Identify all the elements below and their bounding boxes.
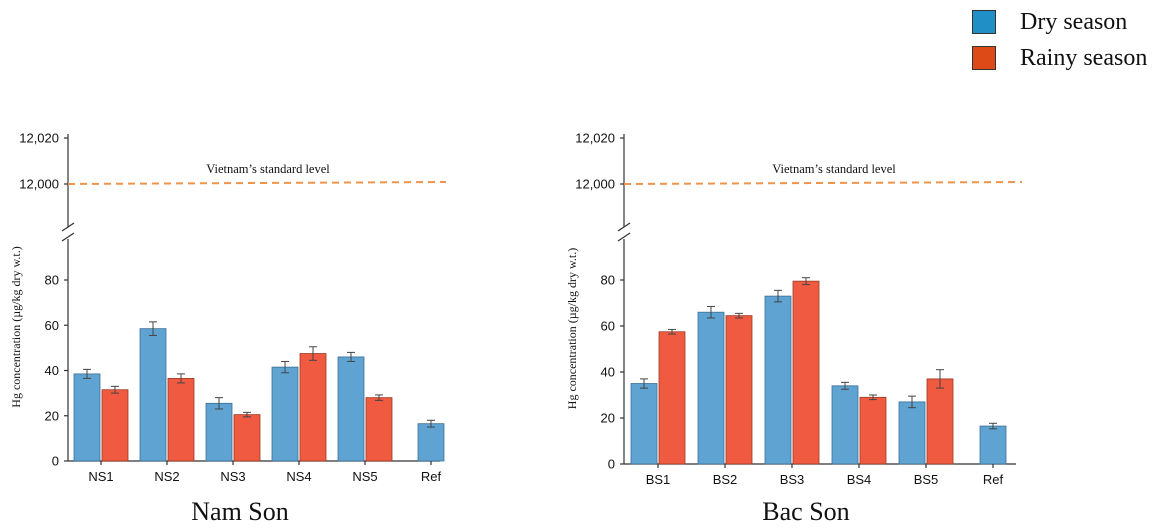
bar-dry-ref <box>979 425 1007 465</box>
x-tick-label: BS5 <box>914 472 939 487</box>
standard-level-label: Vietnam’s standard level <box>772 162 896 176</box>
y-tick-label: 0 <box>608 457 615 472</box>
bar-rainy-ns3 <box>233 414 261 462</box>
panel-title: Nam Son <box>191 497 289 526</box>
legend-label-dry: Dry season <box>1020 8 1128 35</box>
legend-item-rainy: Rainy season <box>972 40 1168 76</box>
x-tick-label: NS4 <box>286 469 311 484</box>
bar-dry-bs4 <box>831 385 859 465</box>
axis-break-mark <box>617 222 631 232</box>
bar-rainy-bs4 <box>859 396 887 465</box>
legend-label-rainy: Rainy season <box>1020 44 1148 71</box>
y-tick-label: 40 <box>601 365 615 380</box>
y-tick-label: 80 <box>45 273 59 288</box>
y-tick-label: 20 <box>45 408 59 423</box>
bar-rainy-ns2 <box>167 378 195 462</box>
bar-rainy-bs3 <box>792 280 820 465</box>
y-tick-label: 60 <box>601 319 615 334</box>
axis-break-mark <box>61 222 75 232</box>
x-tick-label: Ref <box>983 472 1004 487</box>
bar-dry-bs3 <box>764 295 792 465</box>
x-tick-label: NS2 <box>154 469 179 484</box>
bar-dry-bs5 <box>898 401 926 465</box>
y-tick-label: 20 <box>601 411 615 426</box>
y-tick-label: 40 <box>45 363 59 378</box>
y-tick-label: 0 <box>52 454 59 469</box>
panel-title: Bac Son <box>762 497 849 526</box>
x-tick-label: NS3 <box>220 469 245 484</box>
standard-level-label: Vietnam’s standard level <box>206 162 330 176</box>
y-tick-label: 12,000 <box>575 177 615 192</box>
y-tick-label: 12,020 <box>19 131 59 146</box>
x-tick-label: BS1 <box>646 472 671 487</box>
x-tick-label: Ref <box>421 469 442 484</box>
bar-rainy-bs2 <box>725 315 753 465</box>
bar-rainy-ns5 <box>365 397 393 462</box>
x-tick-label: NS5 <box>352 469 377 484</box>
y-tick-label: 60 <box>45 318 59 333</box>
y-tick-label: 12,020 <box>575 131 615 146</box>
legend-swatch-dry <box>972 10 996 34</box>
y-tick-label: 80 <box>601 273 615 288</box>
chart-panel-nam-son: 0 20 40 60 80 12,000 12,020 Vietnam’s standard … <box>0 120 580 528</box>
axis-break-mark <box>61 232 75 242</box>
bar-dry-ns2 <box>139 328 167 462</box>
axis-break-mark <box>617 232 631 242</box>
chart-legend: Dry season Rainy season <box>972 4 1168 76</box>
x-tick-label: BS3 <box>780 472 805 487</box>
legend-item-dry: Dry season <box>972 4 1168 40</box>
x-tick-label: BS2 <box>713 472 738 487</box>
x-tick-label: BS4 <box>847 472 872 487</box>
standard-level-line <box>623 181 1023 185</box>
y-axis-label: Hg concentration (µg/kg dry w.t.) <box>9 246 23 407</box>
bar-dry-ns3 <box>205 402 233 462</box>
y-axis-label: Hg concentration (µg/kg dry w.t.) <box>565 248 579 409</box>
bar-dry-bs2 <box>697 311 725 465</box>
chart-nam-son: 0 20 40 60 80 12,000 12,020 Vietnam’s standard … <box>9 131 447 526</box>
chart-bac-son: 0 20 40 60 80 12,000 12,020 Vietnam’s standard … <box>565 131 1023 526</box>
bar-rainy-bs1 <box>658 331 686 465</box>
bar-dry-ref <box>417 423 445 462</box>
bar-dry-ns1 <box>73 373 101 462</box>
legend-swatch-rainy <box>972 46 996 70</box>
standard-level-line <box>67 181 447 185</box>
bar-dry-ns5 <box>337 356 365 462</box>
bar-rainy-ns4 <box>299 353 327 462</box>
bar-rainy-bs5 <box>926 378 954 465</box>
bar-rainy-ns1 <box>101 389 129 462</box>
chart-panel-bac-son: 0 20 40 60 80 12,000 12,020 Vietnam’s standard … <box>556 120 1136 528</box>
x-tick-label: NS1 <box>88 469 113 484</box>
bar-dry-bs1 <box>630 383 658 465</box>
bar-dry-ns4 <box>271 366 299 462</box>
y-tick-label: 12,000 <box>19 177 59 192</box>
